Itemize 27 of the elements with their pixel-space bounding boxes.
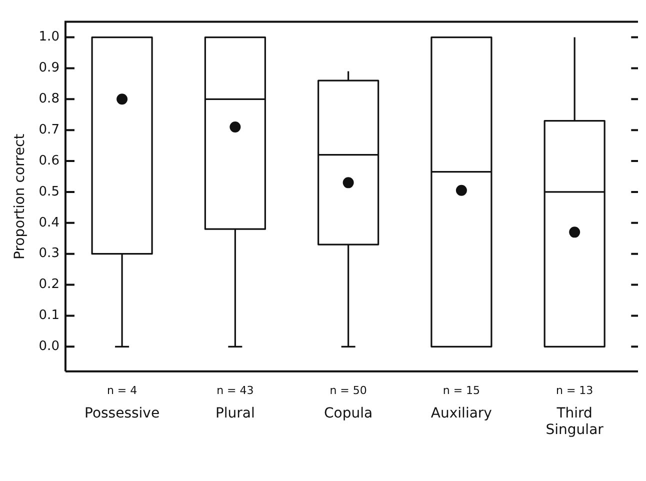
y-tick-label: 0.1 [38, 308, 60, 324]
x-tick-label: Possessive [84, 405, 160, 422]
point [116, 94, 128, 105]
text: n = 13 [556, 384, 594, 397]
text: n = 50 [330, 384, 367, 397]
y-tick-label: 0.3 [38, 246, 60, 262]
y-tick-label: 0.9 [38, 60, 60, 76]
x-tick-label: Auxiliary [430, 405, 492, 422]
y-tick-label: 0.0 [38, 339, 60, 354]
y-tick-label: 0.6 [38, 153, 60, 168]
x-tick-label: Third Singular [546, 405, 604, 438]
y-tick-label: 0.7 [38, 122, 60, 138]
y-axis-title: Proportion correct [12, 133, 28, 260]
y-tick-label: 0.4 [38, 215, 60, 230]
text: n = 15 [442, 384, 480, 397]
y-tick-label: 1.0 [38, 30, 60, 45]
y-tick-label: 0.8 [38, 92, 60, 107]
text: n = 43 [216, 384, 254, 397]
point [230, 121, 241, 132]
x-tick-label: Copula [324, 405, 373, 422]
y-tick-label: 0.2 [38, 277, 60, 292]
x-tick-label: Plural [215, 405, 255, 422]
point [456, 184, 467, 196]
point [569, 226, 580, 238]
point [342, 177, 354, 188]
text: n = 4 [106, 384, 138, 397]
y-tick-label: 0.5 [38, 184, 60, 200]
